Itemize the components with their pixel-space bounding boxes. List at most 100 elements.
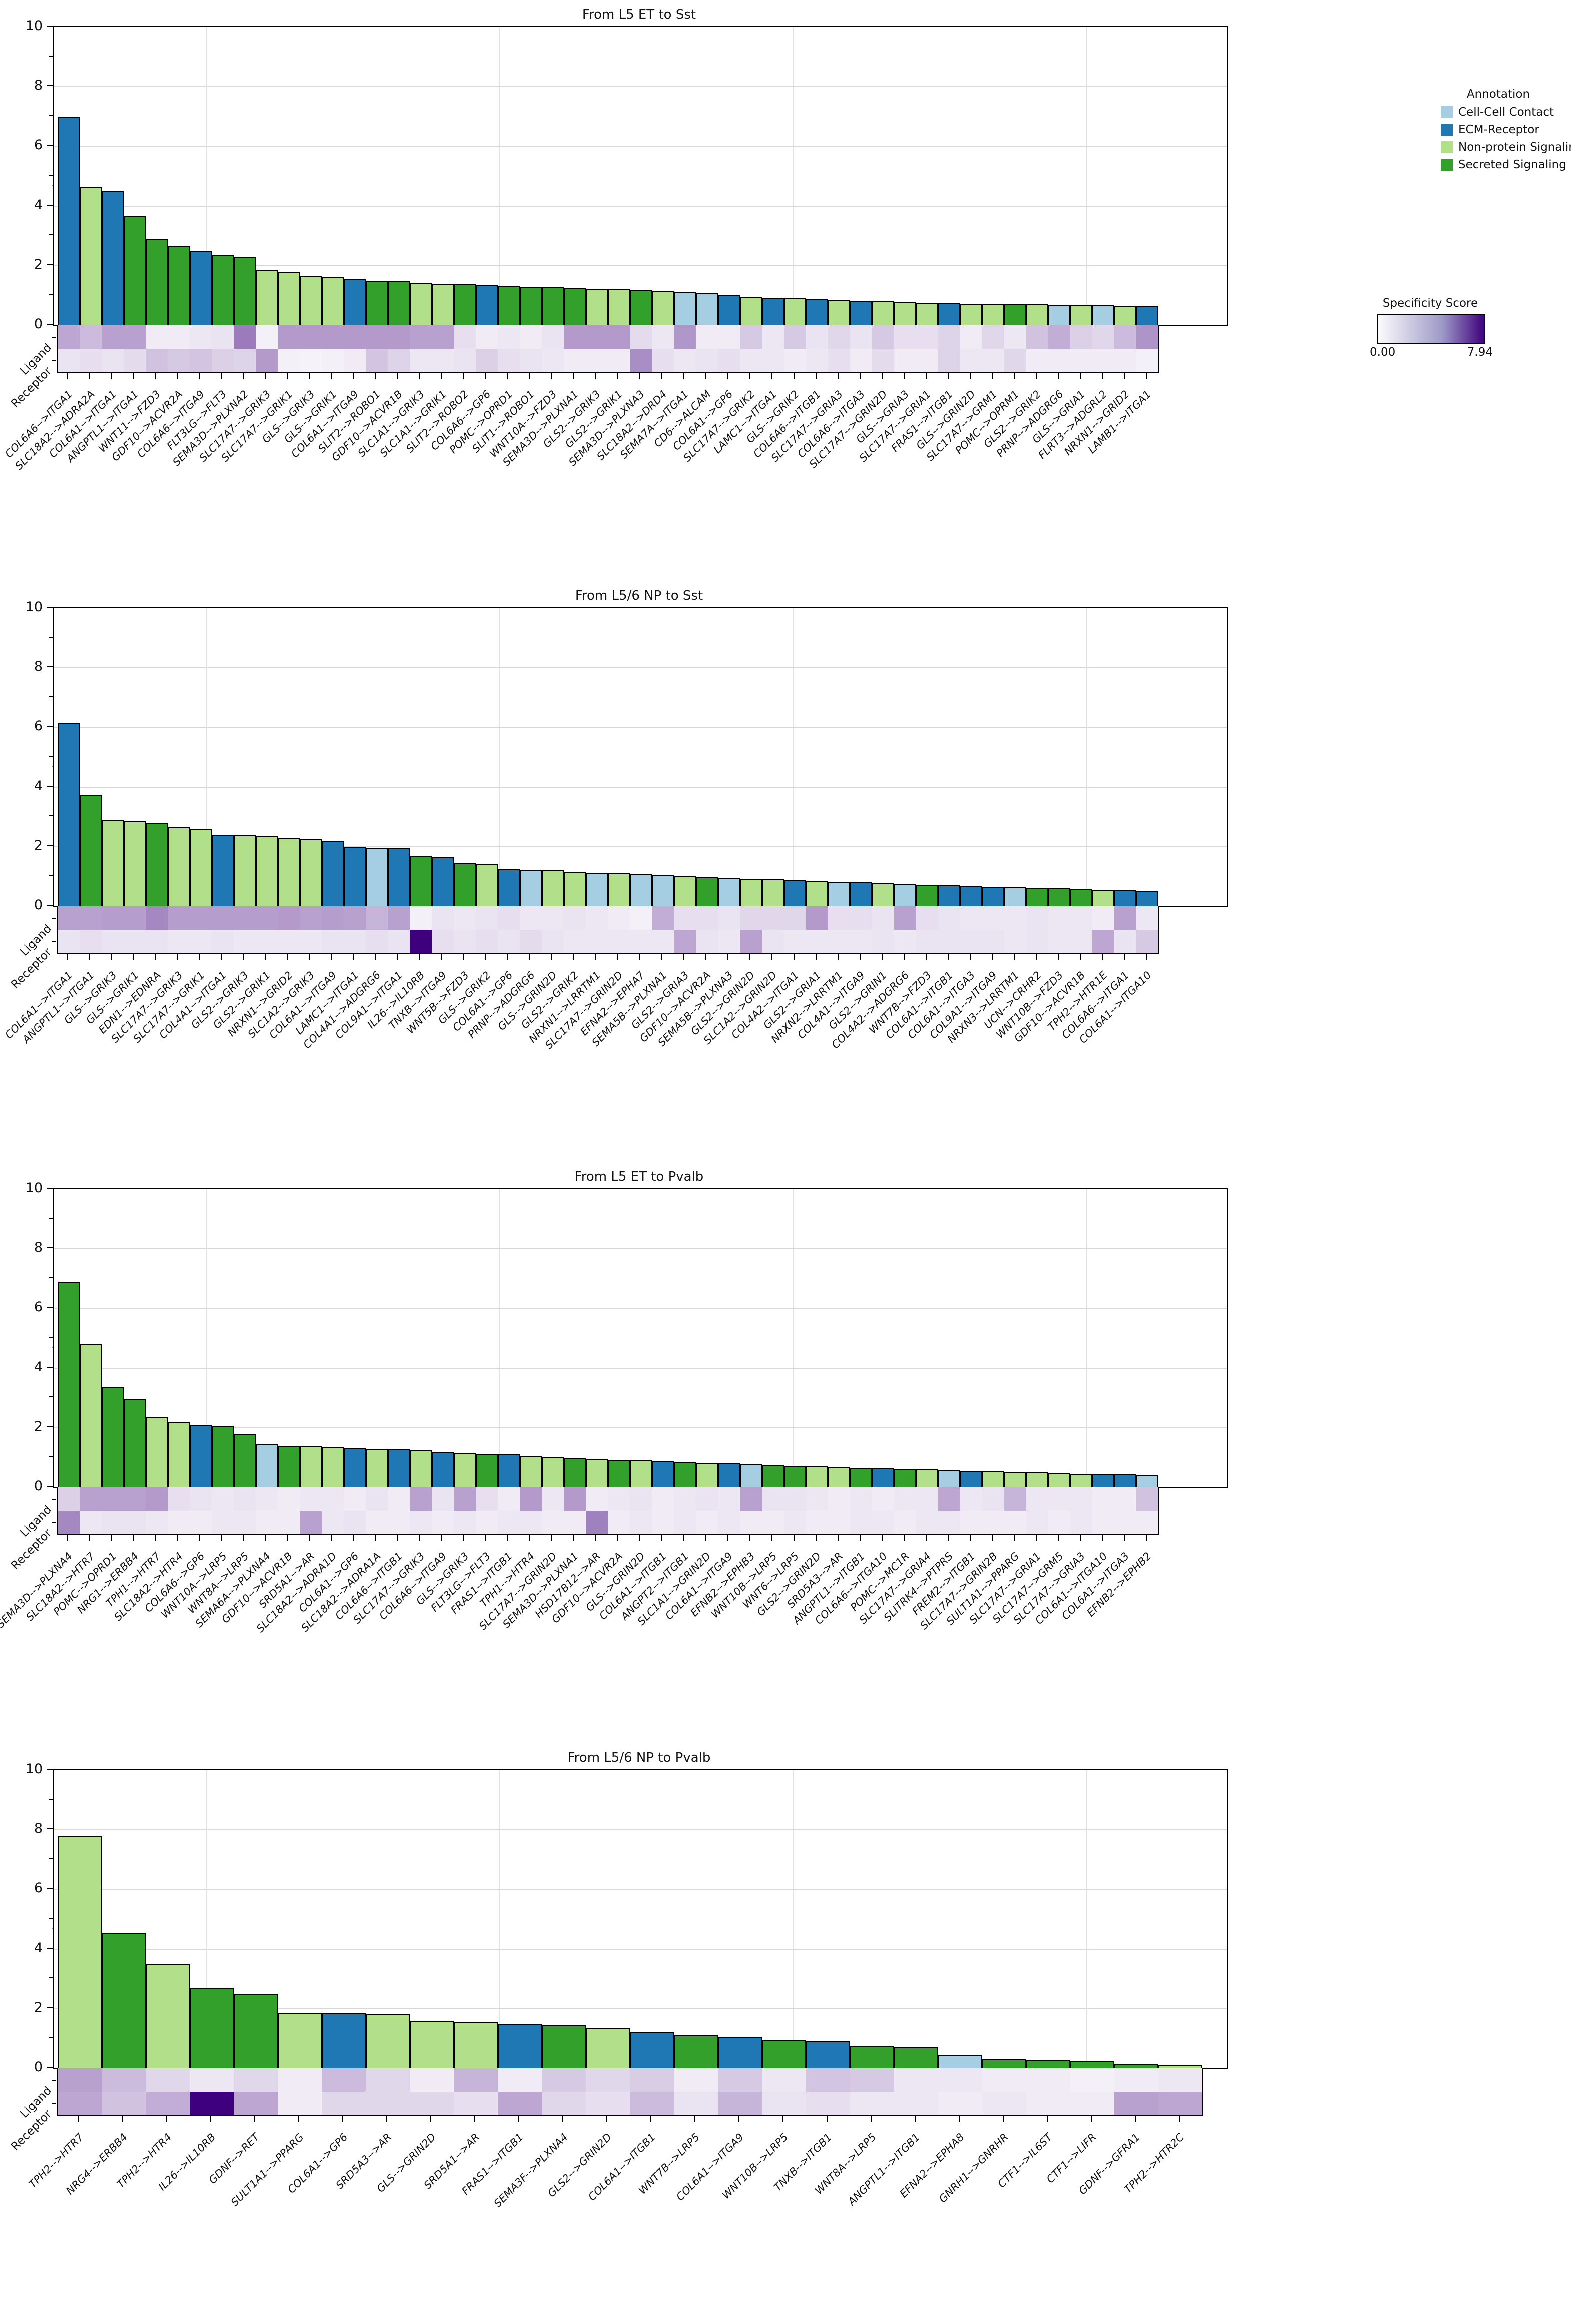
bar-SEMA5B-->PLXNA1 — [652, 875, 674, 906]
h-gridline — [54, 846, 1227, 847]
heatmap-cell — [630, 2068, 674, 2092]
row-tick — [52, 2103, 56, 2104]
heatmap-cell — [1092, 930, 1114, 953]
x-tick — [342, 2116, 343, 2122]
heatmap-cell — [1092, 1511, 1114, 1534]
x-tick — [1124, 1535, 1125, 1541]
heatmap-cell — [784, 349, 806, 372]
bar-WNT8A-->LRP5 — [234, 1433, 256, 1487]
y-tick — [47, 785, 53, 787]
heatmap-cell — [146, 930, 168, 953]
heatmap-cell — [520, 930, 542, 953]
heatmap-cell — [828, 349, 850, 372]
x-tick — [1003, 2116, 1004, 2122]
bar-PRNP-->ADGRG6 — [520, 870, 542, 906]
heatmap-cell — [124, 349, 146, 372]
heatmap-cell — [828, 906, 850, 930]
bar-GLS2-->GRIK2 — [1026, 304, 1048, 325]
heatmap-cell — [718, 2092, 762, 2115]
heatmap-cell — [520, 349, 542, 372]
x-tick — [177, 1535, 178, 1541]
bar-GLS2-->GRIK1 — [608, 289, 630, 325]
legend-swatch-icon — [1441, 124, 1453, 136]
x-tick — [309, 373, 310, 379]
bar-COL6A6-->GP6 — [190, 1424, 212, 1487]
heatmap-cell — [234, 930, 256, 953]
heatmap-cell — [938, 325, 960, 349]
x-tick — [617, 954, 618, 960]
bar-GLS2-->GRIA1 — [806, 881, 828, 906]
heatmap-cell — [762, 930, 784, 953]
x-tick — [749, 954, 750, 960]
bar-NRG1-->ERBB4 — [124, 1399, 146, 1487]
x-tick — [78, 2116, 79, 2122]
heatmap-cell — [1026, 2092, 1070, 2115]
heatmap-cell — [674, 1511, 696, 1534]
x-tick — [738, 2116, 739, 2122]
heatmap-cell — [784, 1511, 806, 1534]
y-tick-label: 4 — [34, 197, 43, 213]
plot-area — [53, 26, 1228, 326]
bar-COL6A1-->GP6 — [498, 869, 520, 906]
heatmap-cell — [300, 930, 322, 953]
heatmap-cell — [146, 906, 168, 930]
y-tick-label: 8 — [34, 659, 43, 675]
x-tick — [177, 373, 178, 379]
heatmap-cell — [234, 906, 256, 930]
bar-SRD5A1-->AR — [300, 1446, 322, 1487]
x-tick — [67, 954, 68, 960]
v-gridline — [793, 1189, 794, 1487]
v-gridline — [793, 608, 794, 906]
heatmap-cell — [740, 1487, 762, 1511]
heatmap-cell — [1026, 1511, 1048, 1534]
bar-SLC17A7-->GRIA3 — [1070, 1473, 1092, 1487]
y-tick-label: 8 — [34, 1821, 43, 1837]
heatmap-cell — [872, 930, 894, 953]
heatmap-cell — [410, 325, 432, 349]
row-tick — [52, 336, 56, 338]
bar-TPH1-->HTR4 — [520, 1456, 542, 1487]
x-tick — [650, 2116, 651, 2122]
heatmap-cell — [630, 349, 652, 372]
heatmap-cell — [916, 349, 938, 372]
bar-COL6A1-->ITGA9 — [718, 1463, 740, 1487]
y-tick — [47, 1947, 53, 1949]
v-gridline — [499, 1770, 501, 2068]
x-tick — [1102, 373, 1103, 379]
heatmap-cell — [894, 325, 916, 349]
x-tick — [441, 954, 442, 960]
heatmap-cell — [102, 930, 124, 953]
heatmap-cell — [806, 1487, 828, 1511]
heatmap-cell — [278, 1487, 300, 1511]
heatmap-cell — [982, 325, 1004, 349]
bar-CTF1-->LIFR — [1070, 2061, 1114, 2068]
heatmap-cell — [322, 2092, 366, 2115]
heatmap-cell — [608, 349, 630, 372]
heatmap-cell — [366, 930, 388, 953]
x-label: SEMA3F-->PLXNA4 — [491, 2131, 570, 2210]
bar-GLS-->GRIK1 — [124, 821, 146, 906]
bar-GLS-->GRIN2D — [630, 1460, 652, 1487]
x-tick — [419, 1535, 420, 1541]
bar-POMC-->OPRM1 — [1004, 304, 1026, 325]
h-gridline — [54, 1948, 1227, 1950]
y-minor-tick — [49, 1858, 53, 1859]
bar-CD6-->ALCAM — [696, 293, 718, 325]
v-gridline — [1086, 608, 1087, 906]
x-tick — [507, 954, 508, 960]
bar-COL6A1-->ITGB1 — [630, 2032, 674, 2068]
heatmap-cell — [1114, 906, 1136, 930]
bar-GDNF-->GFRA1 — [1114, 2064, 1158, 2068]
heatmap-cell — [542, 1487, 564, 1511]
x-tick — [111, 954, 112, 960]
x-tick — [1036, 373, 1037, 379]
bar-WNT10A-->FZD3 — [542, 287, 564, 325]
chart-title: From L5 ET to Sst — [582, 7, 696, 22]
heatmap-cell — [894, 2068, 938, 2092]
bar-COL6A1-->ITGA3 — [1114, 1474, 1136, 1487]
x-tick — [397, 954, 398, 960]
heatmap-cell — [542, 2092, 586, 2115]
heatmap-cell — [850, 325, 872, 349]
heatmap-cell — [784, 906, 806, 930]
bar-NRG4-->ERBB4 — [102, 1932, 146, 2068]
